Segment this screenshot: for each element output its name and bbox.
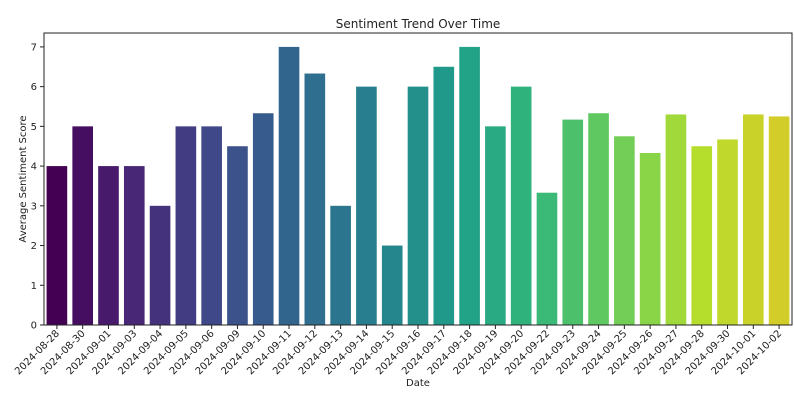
bar-2024-09-30	[717, 139, 738, 325]
bar-2024-09-19	[485, 126, 506, 326]
bar-2024-09-03	[123, 166, 145, 325]
y-tick-label: 4	[31, 162, 37, 173]
bar-2024-09-28	[691, 146, 713, 325]
bar-2024-09-09	[227, 146, 248, 325]
bar-2024-09-05	[175, 126, 197, 326]
bar-2024-09-26	[639, 152, 661, 325]
bar-2024-09-14	[356, 86, 377, 325]
y-tick-label: 6	[31, 82, 37, 93]
bar-2024-09-12	[304, 73, 326, 325]
bar-2024-09-20	[510, 86, 532, 325]
x-axis-label: Date	[406, 378, 430, 389]
bar-2024-09-11	[278, 46, 300, 326]
bar-2024-09-22	[536, 192, 558, 325]
y-tick-label: 3	[31, 201, 37, 212]
bar-2024-09-04	[149, 205, 171, 325]
plot-frame	[43, 32, 793, 326]
y-tick-label: 1	[31, 281, 37, 292]
y-tick-label: 7	[31, 42, 37, 53]
bar-2024-09-17	[433, 66, 455, 325]
y-tick-label: 5	[31, 122, 37, 133]
y-tick-label: 0	[31, 321, 37, 332]
bar-2024-09-27	[665, 114, 687, 326]
chart-title: Sentiment Trend Over Time	[336, 17, 501, 31]
y-tick-label: 2	[31, 241, 37, 252]
bar-2024-09-06	[201, 126, 222, 326]
bar-2024-09-13	[330, 205, 351, 325]
bar-2024-08-28	[46, 166, 68, 325]
bar-2024-09-01	[98, 166, 119, 325]
bar-2024-09-18	[459, 46, 480, 326]
bar-2024-09-16	[407, 86, 429, 325]
bar-2024-09-15	[381, 245, 403, 325]
bar-2024-10-01	[742, 114, 764, 326]
bar-2024-09-23	[562, 119, 584, 325]
bar-2024-09-10	[252, 113, 274, 326]
y-axis-label: Average Sentiment Score	[18, 115, 29, 242]
bar-2024-08-30	[72, 126, 94, 326]
bar-2024-09-24	[588, 113, 609, 326]
bar-2024-09-25	[614, 136, 635, 325]
bar-2024-10-02	[768, 116, 790, 325]
